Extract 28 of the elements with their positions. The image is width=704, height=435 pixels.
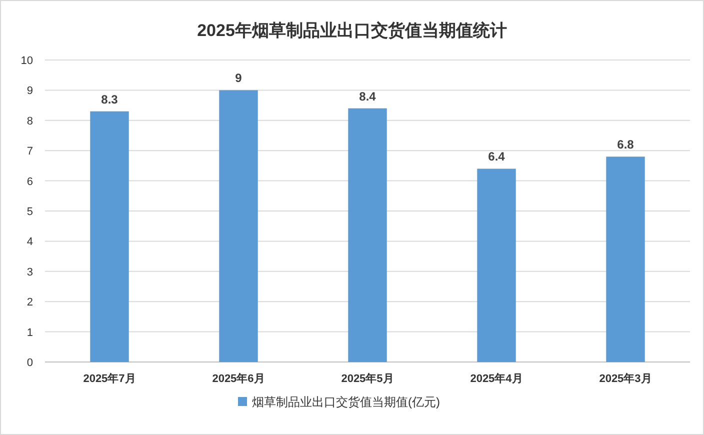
y-tick-label: 2 — [26, 296, 33, 309]
x-tick-label: 2025年5月 — [341, 372, 394, 385]
y-tick-label: 10 — [20, 55, 33, 67]
y-tick-label: 3 — [26, 266, 33, 278]
bar — [477, 168, 516, 362]
bar — [606, 156, 645, 362]
bar — [90, 111, 129, 362]
data-label: 9 — [235, 71, 242, 86]
x-tick-label: 2025年3月 — [599, 372, 652, 385]
y-tick-label: 9 — [26, 85, 33, 98]
x-tick-label: 2025年6月 — [212, 372, 265, 385]
x-tick-label: 2025年7月 — [83, 372, 136, 385]
x-tick-label: 2025年4月 — [470, 372, 523, 385]
y-tick-label: 6 — [26, 176, 33, 188]
data-label: 8.3 — [101, 92, 118, 106]
y-tick-label: 1 — [26, 326, 33, 339]
y-tick-label: 0 — [26, 357, 33, 369]
y-tick-label: 4 — [26, 236, 33, 248]
bar — [219, 90, 258, 362]
legend-label: 烟草制品业出口交货值当期值(亿元) — [252, 395, 440, 409]
y-tick-label: 7 — [26, 146, 33, 158]
data-label: 8.4 — [359, 89, 376, 104]
bar — [348, 108, 387, 362]
chart-title: 2025年烟草制品业出口交货值当期值统计 — [197, 21, 507, 40]
data-label: 6.8 — [617, 138, 634, 152]
y-tick-label: 5 — [26, 206, 33, 218]
data-label: 6.4 — [488, 150, 506, 164]
y-tick-label: 8 — [26, 115, 33, 128]
